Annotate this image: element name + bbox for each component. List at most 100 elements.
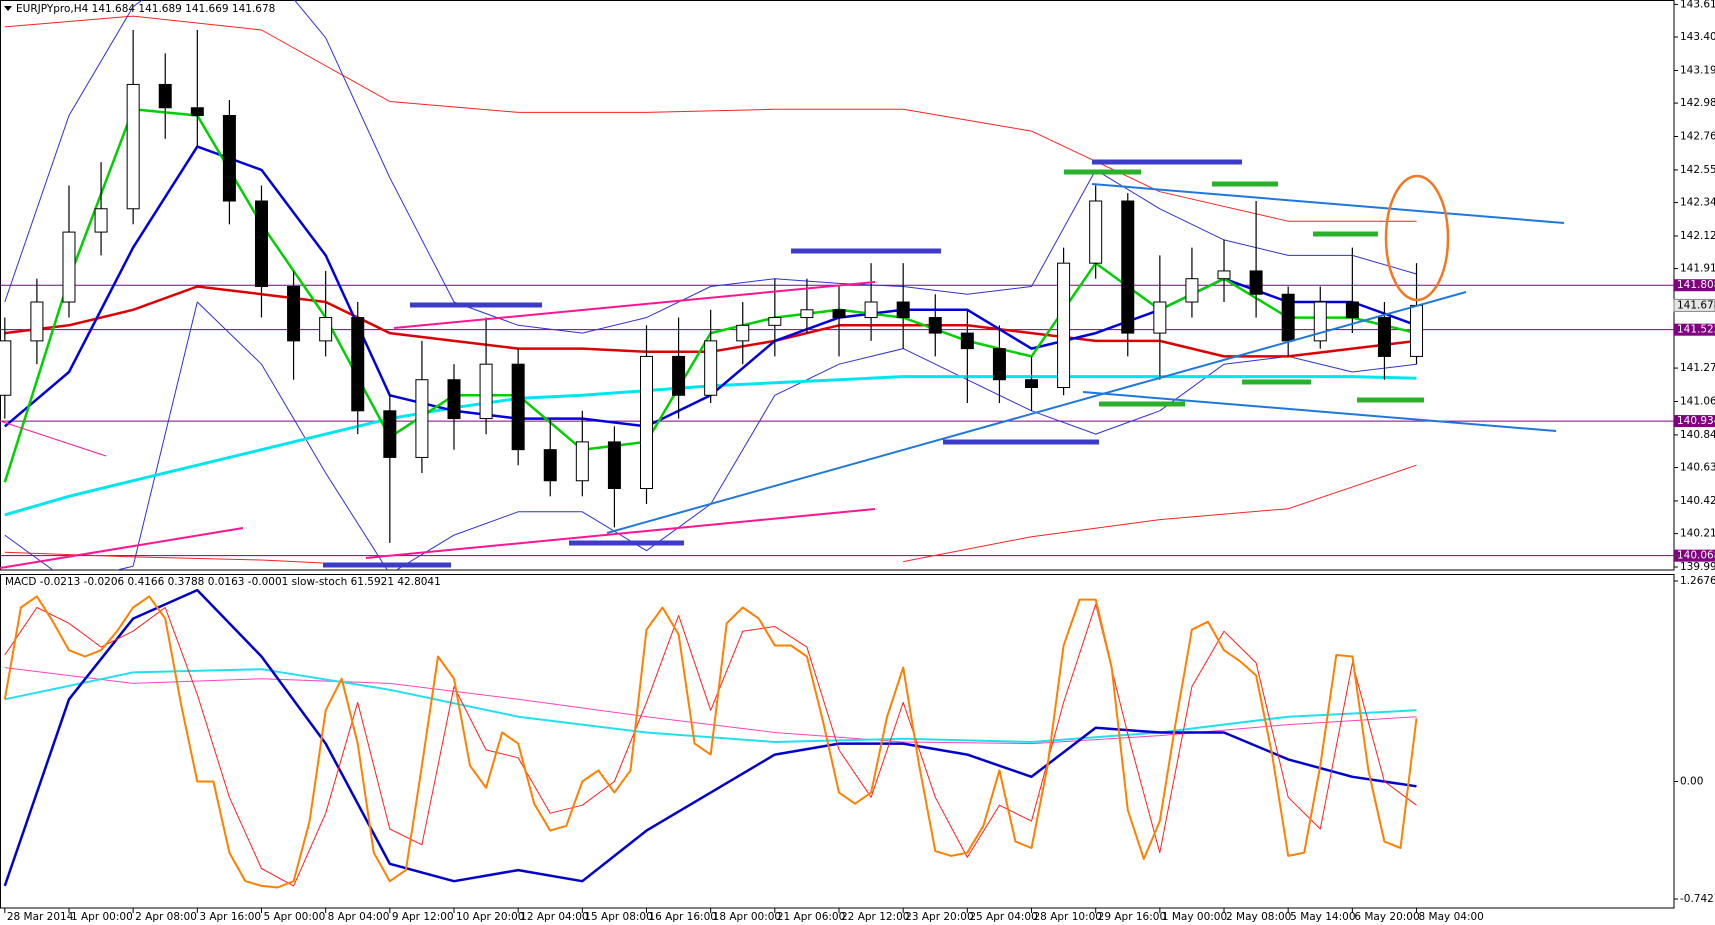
candle-body: [575, 441, 589, 482]
indicator-line: [4, 668, 1417, 743]
chart-title: EURJPYpro,H4 141.684 141.689 141.669 141…: [16, 3, 275, 15]
x-tick-label: 5 Apr 00:00: [263, 911, 325, 923]
candle-body: [1057, 262, 1071, 388]
level-label: 140.934: [1677, 415, 1715, 427]
candle-body: [319, 317, 333, 342]
x-tick-label: 2 Apr 08:00: [135, 911, 197, 923]
x-tick-label: 22 Apr 12:00: [841, 911, 909, 923]
y-tick-label: 1.2676: [1680, 575, 1715, 587]
y-tick-label: 0.00: [1680, 776, 1703, 788]
x-tick-label: 29 Apr 16:00: [1098, 911, 1166, 923]
y-tick-label: 143.405: [1680, 31, 1715, 43]
indicator-line: [4, 603, 1417, 887]
highlight-ellipse: [1384, 174, 1450, 302]
y-tick-label: 140.635: [1680, 462, 1715, 474]
level-label: 141.808: [1677, 279, 1715, 291]
x-tick-label: 16 Apr 16:00: [648, 911, 716, 923]
y-tick-label: 140.420: [1680, 495, 1715, 507]
level-tag: [1674, 279, 1715, 292]
candle-body: [1377, 317, 1391, 357]
candle-body: [607, 441, 621, 490]
x-tick-label: 28 Mar 2014: [7, 911, 74, 923]
x-tick-label: 10 Apr 20:00: [456, 911, 524, 923]
y-tick-label: 141.275: [1680, 362, 1715, 374]
last-price-label: 141.678: [1677, 299, 1715, 311]
candle-body: [928, 317, 942, 334]
indicator-line: [4, 15, 1417, 222]
channel-line: [1091, 183, 1565, 224]
y-tick-label: 142.980: [1680, 97, 1715, 109]
x-tick-label: 1 Apr 00:00: [71, 911, 133, 923]
trendline: [0, 420, 107, 457]
candle-body: [479, 363, 493, 420]
x-tick-label: 21 Apr 06:00: [777, 911, 845, 923]
x-tick-label: 3 Apr 16:00: [199, 911, 261, 923]
level-tag: [1674, 549, 1715, 562]
candle-body: [94, 208, 108, 233]
channel-line: [1082, 391, 1557, 432]
candle-body: [1153, 301, 1167, 334]
x-tick-label: 12 Apr 04:00: [520, 911, 588, 923]
y-tick-label: 140.210: [1680, 528, 1715, 540]
candle-body: [287, 285, 301, 342]
y-tick-label: 141.915: [1680, 263, 1715, 275]
candle-body: [254, 200, 268, 287]
y-tick-label: 142.550: [1680, 164, 1715, 176]
indicator-line: [3, 595, 1418, 889]
candle-body: [351, 317, 365, 412]
candle-body: [1410, 304, 1424, 357]
y-tick-label: 143.190: [1680, 64, 1715, 76]
trendline: [606, 291, 1467, 534]
last-price-tag: [1673, 298, 1715, 312]
trendline: [365, 508, 876, 559]
x-tick-label: 9 Apr 12:00: [392, 911, 454, 923]
level-tag: [1674, 415, 1715, 428]
y-tick-label: 142.340: [1680, 197, 1715, 209]
candle-body: [1025, 379, 1039, 388]
indicator-line: [3, 588, 1417, 887]
y-tick-label: 141.060: [1680, 395, 1715, 407]
trendline: [0, 527, 244, 569]
candle-body: [768, 317, 782, 326]
candle-body: [832, 309, 846, 319]
indicator-line: [903, 464, 1417, 563]
x-tick-label: 5 May 14:00: [1290, 911, 1355, 923]
level-tag: [1674, 323, 1715, 336]
candle-body: [1121, 200, 1135, 334]
indicator-line: [4, 0, 1417, 334]
x-tick-label: 2 May 08:00: [1226, 911, 1291, 923]
menu-triangle: [4, 6, 12, 11]
y-tick-label: 143.615: [1680, 0, 1715, 10]
x-tick-label: 8 May 04:00: [1419, 911, 1484, 923]
candle-body: [415, 379, 429, 458]
candle-body: [736, 324, 750, 342]
y-tick-label: 140.845: [1680, 429, 1715, 441]
candle-body: [222, 115, 236, 202]
pane-frame: [0, 574, 1675, 909]
support-marks: [1064, 169, 1424, 407]
candle-body: [30, 301, 44, 342]
x-tick-label: 18 Apr 00:00: [713, 911, 781, 923]
y-tick-label: 142.765: [1680, 131, 1715, 143]
candle-body: [960, 332, 974, 350]
x-tick-label: 8 Apr 04:00: [328, 911, 390, 923]
candle-body: [1249, 270, 1263, 295]
candle-body: [1217, 270, 1231, 280]
candle-body: [704, 340, 718, 396]
candle-body: [543, 449, 557, 482]
candle-body: [62, 231, 76, 303]
resistance-marks: [323, 159, 1242, 568]
candle-body: [383, 410, 397, 458]
y-tick-label: -0.7427: [1680, 893, 1715, 905]
axes: 143.615 143.405 143.190 142.980 142.765 142.5…: [4, 0, 1715, 923]
indicator-title: MACD -0.0213 -0.0206 0.4166 0.3788 0.016…: [5, 576, 441, 588]
y-tick-label: 142.125: [1680, 230, 1715, 242]
level-label: 140.068: [1677, 550, 1715, 562]
x-tick-label: 23 Apr 20:00: [905, 911, 973, 923]
drawings: [0, 159, 1565, 569]
candle-body: [672, 355, 686, 396]
pane-plot: [3, 588, 1418, 889]
candle-body: [639, 355, 653, 490]
candle-body: [0, 340, 12, 396]
